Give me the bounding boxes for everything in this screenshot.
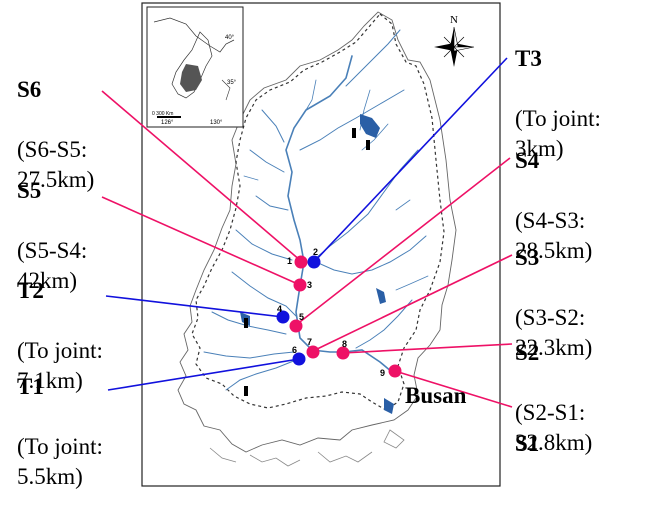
station-dot-9[interactable] xyxy=(388,364,402,378)
station-code: S2 xyxy=(515,340,540,365)
station-label-s4: S4 (S4-S3: 28.5km) xyxy=(515,116,592,296)
station-desc: (S4-S3: 28.5km) xyxy=(515,208,593,263)
station-dot-5[interactable] xyxy=(289,319,303,333)
station-desc: (S2-S1: 32.8km) xyxy=(515,400,593,455)
station-dot-6[interactable] xyxy=(292,352,306,366)
station-dot-3[interactable] xyxy=(293,278,307,292)
station-desc: (S3-S2: 22.3km) xyxy=(515,305,593,360)
station-label-t1: T1 (To joint: 5.5km) xyxy=(17,342,103,522)
station-desc: (To joint: 7.1km) xyxy=(17,338,103,393)
station-label-t3: T3 (To joint: 3km) xyxy=(515,14,601,194)
inset-lon-130: 130° xyxy=(210,120,223,126)
dam-marker xyxy=(244,318,248,328)
station-label-s5: S5 (S5-S4: 42km) xyxy=(17,146,87,326)
station-number: 6 xyxy=(292,345,297,355)
reservoir xyxy=(360,114,380,138)
inset-lat-40: 40° xyxy=(225,35,235,41)
station-label-s6: S6 (S6-S5: 27.5km) xyxy=(17,45,94,225)
station-number: 7 xyxy=(307,337,312,347)
station-desc: (To joint: 5.5km) xyxy=(17,434,103,489)
station-code: T2 xyxy=(17,278,44,303)
city-label-busan: Busan xyxy=(405,383,467,408)
station-number: 2 xyxy=(313,247,318,257)
dam-marker xyxy=(352,128,356,138)
station-code: S5 xyxy=(17,178,42,203)
leader-lines xyxy=(101,57,513,408)
reservoir xyxy=(384,398,394,414)
station-code: S6 xyxy=(17,77,42,102)
station-code: S4 xyxy=(515,148,540,173)
station-dot-4[interactable] xyxy=(276,310,290,324)
station-label-s1: S1 xyxy=(515,399,539,489)
inset-map: 40° 35° 126° 130° 0 300 Km xyxy=(146,6,244,128)
dam-marker xyxy=(366,140,370,150)
station-number: 9 xyxy=(380,368,385,378)
station-desc: (To joint: 3km) xyxy=(515,106,601,161)
compass-north-letter: N xyxy=(450,14,458,26)
station-number: 3 xyxy=(307,280,312,290)
dam-marker xyxy=(244,386,248,396)
watershed-map: 40° 35° 126° 130° 0 300 Km N xyxy=(101,2,513,487)
inset-lat-35: 35° xyxy=(227,80,237,86)
north-arrow-icon: N xyxy=(434,14,475,67)
station-desc: (S6-S5: 27.5km) xyxy=(17,137,95,192)
station-number: 5 xyxy=(299,312,304,322)
station-dot-1[interactable] xyxy=(294,255,308,269)
station-label-t2: T2 (To joint: 7.1km) xyxy=(17,246,103,426)
reservoir xyxy=(376,288,386,304)
station-dot-8[interactable] xyxy=(336,346,350,360)
station-numbers: 1 2 3 4 5 6 7 8 9 xyxy=(277,247,385,378)
station-number: 1 xyxy=(287,256,292,266)
station-code: S1 xyxy=(515,431,540,456)
inset-lon-126: 126° xyxy=(161,120,174,126)
station-code: T3 xyxy=(515,46,542,71)
station-label-s2: S2 (S2-S1: 32.8km) xyxy=(515,308,592,488)
station-markers xyxy=(276,255,402,378)
station-number: 4 xyxy=(277,304,282,314)
coastline xyxy=(177,11,457,453)
station-dot-2[interactable] xyxy=(307,255,321,269)
station-code: T1 xyxy=(17,374,44,399)
station-label-s3: S3 (S3-S2: 22.3km) xyxy=(515,213,592,393)
station-code: S3 xyxy=(515,245,540,270)
south-islands xyxy=(209,429,405,467)
station-number: 8 xyxy=(342,339,347,349)
river-network xyxy=(203,29,429,391)
station-desc: (S5-S4: 42km) xyxy=(17,238,88,293)
inset-scale-label: 0 300 Km xyxy=(152,111,173,117)
station-dot-7[interactable] xyxy=(306,345,320,359)
